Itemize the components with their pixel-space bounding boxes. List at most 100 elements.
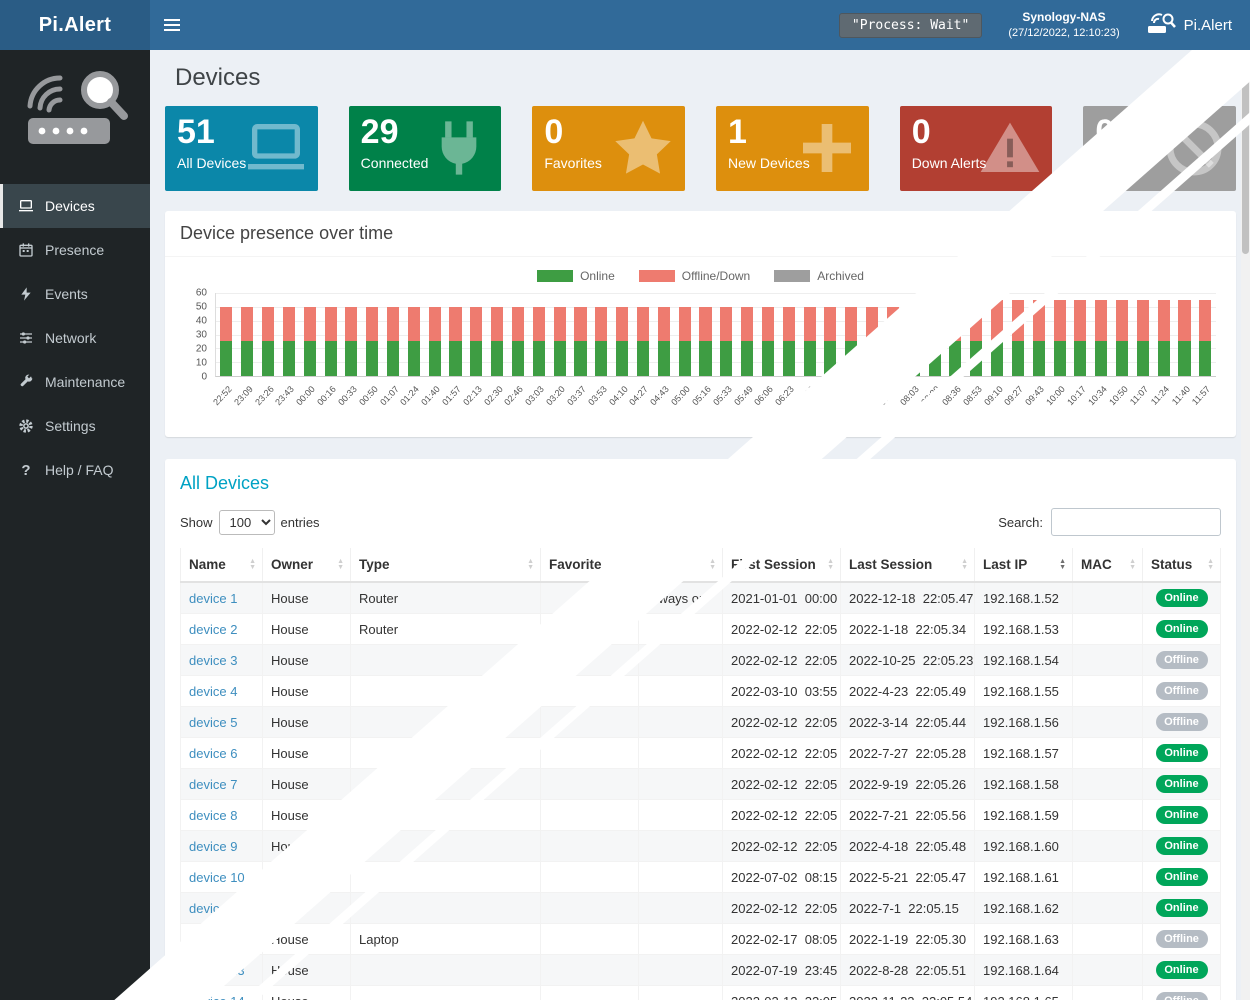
- brand-logo[interactable]: Pi.Alert: [0, 0, 150, 50]
- sidebar-item-events[interactable]: Events: [0, 272, 150, 316]
- cell-status: Online: [1142, 892, 1221, 924]
- legend-item[interactable]: Archived: [774, 269, 864, 283]
- card-down-alerts[interactable]: 0 Down Alerts: [899, 106, 1053, 191]
- column-header-mac[interactable]: MAC ▲ ▼: [1072, 548, 1143, 583]
- sidebar-item-settings[interactable]: Settings: [0, 404, 150, 448]
- device-link[interactable]: device 7: [189, 776, 238, 792]
- status-badge: Online: [1155, 589, 1208, 607]
- card-archived[interactable]: 0 Archived: [1083, 106, 1237, 191]
- cell-last-ip: 192.168.1.57: [974, 737, 1073, 769]
- chart-bar: [591, 293, 612, 376]
- legend-item[interactable]: Online: [537, 269, 615, 283]
- device-link[interactable]: device 3: [189, 652, 238, 668]
- column-header-last-ip[interactable]: Last IP ▲ ▼: [974, 548, 1073, 583]
- column-header-first-session[interactable]: First Session ▲ ▼: [722, 548, 841, 583]
- card-all-devices[interactable]: 51 All Devices: [165, 106, 318, 191]
- cell-last-session: 2022-9-19 22:05.26: [840, 768, 975, 800]
- column-header-last-session[interactable]: Last Session ▲ ▼: [840, 548, 975, 583]
- device-link[interactable]: device 6: [189, 745, 238, 761]
- cell-group: [638, 737, 723, 769]
- scrollbar-thumb[interactable]: [1242, 54, 1249, 254]
- column-header-owner[interactable]: Owner ▲ ▼: [262, 548, 351, 583]
- cell-name: device 2: [180, 613, 263, 645]
- chart-bar: [862, 293, 883, 376]
- app-badge[interactable]: Pi.Alert: [1146, 11, 1232, 39]
- sidebar-item-network[interactable]: Network: [0, 316, 150, 360]
- search-input[interactable]: [1051, 508, 1221, 536]
- chart-bar: [966, 293, 987, 376]
- sidebar-item-help[interactable]: ? Help / FAQ: [0, 448, 150, 492]
- chart-bar: [487, 293, 508, 376]
- legend-label: Archived: [817, 269, 864, 283]
- cell-first-session: 2022-02-12 22:05: [722, 985, 841, 1000]
- column-header-name[interactable]: Name ▲ ▼: [180, 548, 263, 583]
- chart-bar: [695, 293, 716, 376]
- device-link[interactable]: device 1: [189, 590, 238, 606]
- cell-mac: [1072, 737, 1143, 769]
- device-link[interactable]: device 2: [189, 621, 238, 637]
- card-connected[interactable]: 29 Connected: [348, 106, 502, 191]
- y-tick-label: 30: [195, 329, 207, 341]
- cell-type: [350, 675, 541, 707]
- cell-status: Offline: [1142, 675, 1221, 707]
- cell-type: [350, 861, 541, 893]
- chart-bar: [820, 293, 841, 376]
- page-size-select[interactable]: 100: [218, 509, 275, 535]
- column-header-favorite[interactable]: Favorite ▲ ▼: [540, 548, 639, 583]
- cell-favorite: [540, 923, 639, 955]
- cell-group: [638, 644, 723, 676]
- cell-type: [350, 706, 541, 738]
- status-badge: Offline: [1155, 651, 1208, 669]
- cell-name: device 10: [180, 861, 263, 893]
- column-header-status[interactable]: Status ▲ ▼: [1142, 548, 1221, 583]
- device-link[interactable]: device 5: [189, 714, 238, 730]
- cell-name: device 14: [180, 985, 263, 1000]
- legend-item[interactable]: Offline/Down: [638, 269, 751, 283]
- device-link[interactable]: device 10: [189, 869, 245, 885]
- host-name: Synology-NAS: [1022, 10, 1106, 25]
- laptop-icon: [244, 116, 308, 180]
- host-timestamp: (27/12/2022, 12:10:23): [1008, 26, 1120, 39]
- sidebar-item-maintenance[interactable]: Maintenance: [0, 360, 150, 404]
- card-new-devices[interactable]: 1 New Devices: [716, 106, 869, 191]
- cell-favorite: [540, 706, 639, 738]
- cell-group: [638, 861, 723, 893]
- device-link[interactable]: device 13: [189, 962, 245, 978]
- card-favorites[interactable]: 0 Favorites: [532, 106, 686, 191]
- page-scrollbar[interactable]: [1241, 50, 1250, 1000]
- device-link[interactable]: device 8: [189, 807, 238, 823]
- sidebar-item-presence[interactable]: Presence: [0, 228, 150, 272]
- column-header-type[interactable]: Type ▲ ▼: [350, 548, 541, 583]
- calendar-icon: [17, 242, 35, 258]
- legend-label: Offline/Down: [681, 269, 751, 283]
- column-header-group[interactable]: Group ▲ ▼: [638, 548, 723, 583]
- cell-last-ip: 192.168.1.56: [974, 706, 1073, 738]
- status-badge: Offline: [1155, 930, 1208, 948]
- cell-first-session: 2022-02-12 22:05: [722, 768, 841, 800]
- cell-name: device 7: [180, 768, 263, 800]
- device-link[interactable]: device 11: [189, 900, 244, 916]
- cell-last-session: 2022-7-1 22:05.15: [840, 892, 975, 924]
- cell-name: device 8: [180, 799, 263, 831]
- hamburger-menu-icon[interactable]: [150, 0, 194, 50]
- device-link[interactable]: device 9: [189, 838, 238, 854]
- cell-group: [638, 923, 723, 955]
- sidebar-item-devices[interactable]: Devices: [0, 184, 150, 228]
- device-link[interactable]: device 4: [189, 683, 238, 699]
- cell-status: Online: [1142, 861, 1221, 893]
- chart-y-axis: 0 10 20 30 40 50 60: [185, 288, 215, 383]
- cell-owner: House: [262, 613, 351, 645]
- cell-owner: House: [262, 892, 351, 924]
- device-link[interactable]: device 12: [189, 931, 245, 947]
- y-tick-label: 50: [195, 301, 207, 313]
- cell-group: [638, 799, 723, 831]
- cell-mac: [1072, 892, 1143, 924]
- chart-bar: [278, 293, 299, 376]
- sidebar-item-label: Presence: [45, 242, 105, 258]
- table-row: device 9 House 2022-02-12 22:05 2022-4-18 2…: [180, 830, 1221, 862]
- cell-name: device 12: [180, 923, 263, 955]
- network-icon: [17, 330, 35, 346]
- device-link[interactable]: device 14: [189, 994, 245, 1000]
- chart-bar: [799, 293, 820, 376]
- cell-last-session: 2022-5-21 22:05.47: [840, 861, 975, 893]
